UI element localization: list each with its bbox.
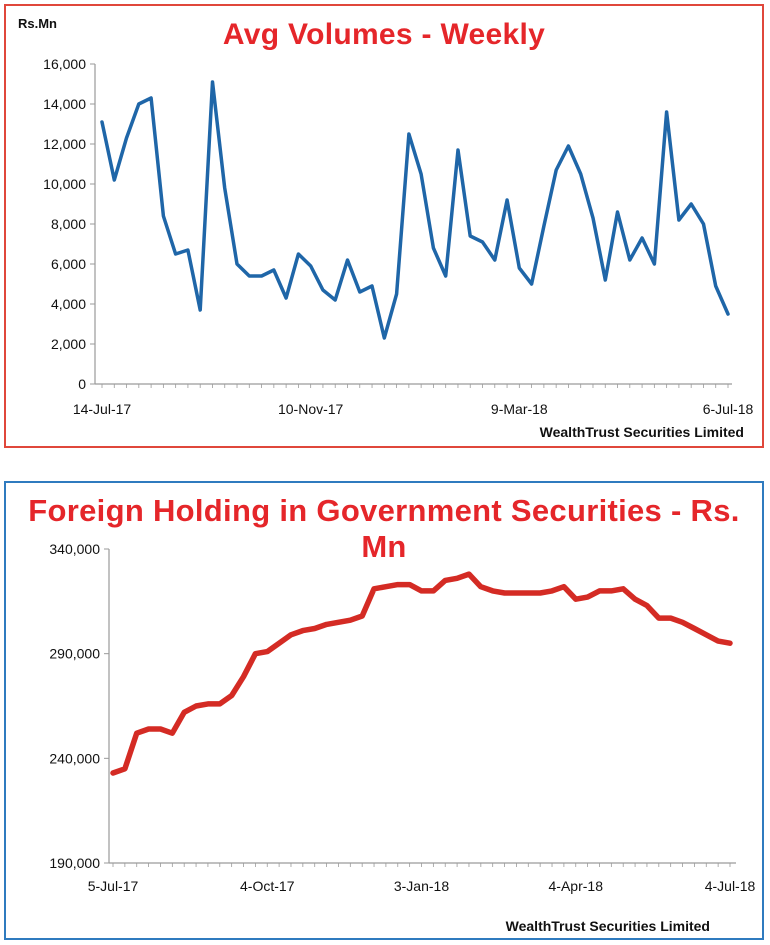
x-tick-label: 4-Oct-17	[240, 878, 295, 894]
y-tick-label: 4,000	[51, 296, 86, 312]
y-tick-label: 10,000	[43, 176, 86, 192]
x-tick-label: 14-Jul-17	[73, 401, 132, 417]
y-tick-label: 16,000	[43, 56, 86, 72]
y-tick-label: 0	[78, 376, 86, 392]
y-tick-label: 190,000	[49, 855, 100, 871]
y-axis-unit-label: Rs.Mn	[18, 16, 57, 31]
y-tick-label: 6,000	[51, 256, 86, 272]
chart-title: Foreign Holding in Government Securities…	[28, 493, 740, 564]
y-tick-label: 340,000	[49, 541, 100, 557]
source-label: WealthTrust Securities Limited	[505, 918, 710, 934]
foreign-holding-plot: 190,000 240,000 290,000 340,000 5-Jul-17 4-Oc…	[49, 541, 756, 894]
chart-title: Avg Volumes - Weekly	[222, 18, 546, 51]
x-tick-label: 6-Jul-18	[703, 401, 754, 417]
y-tick-label: 290,000	[49, 646, 100, 662]
foreign-holding-chart-panel: Foreign Holding in Government Securities…	[4, 481, 764, 940]
avg-volumes-chart-panel: Avg Volumes - Weekly Rs.Mn WealthTrust S…	[4, 4, 764, 448]
avg-volumes-plot: 0 2,000 4,000 6,000 8,000 10,000 12,000 14,000 1…	[43, 56, 754, 417]
x-tick-label: 5-Jul-17	[88, 878, 139, 894]
x-tick-label: 4-Jul-18	[705, 878, 756, 894]
x-tick-label: 10-Nov-17	[278, 401, 344, 417]
source-label: WealthTrust Securities Limited	[539, 424, 744, 440]
series-line	[100, 80, 730, 340]
y-tick-label: 2,000	[51, 336, 86, 352]
series-line	[110, 571, 733, 776]
y-tick-label: 12,000	[43, 136, 86, 152]
x-tick-label: 9-Mar-18	[491, 401, 548, 417]
y-tick-label: 14,000	[43, 96, 86, 112]
y-tick-label: 240,000	[49, 750, 100, 766]
x-tick-label: 4-Apr-18	[549, 878, 604, 894]
x-tick-label: 3-Jan-18	[394, 878, 449, 894]
y-tick-label: 8,000	[51, 216, 86, 232]
